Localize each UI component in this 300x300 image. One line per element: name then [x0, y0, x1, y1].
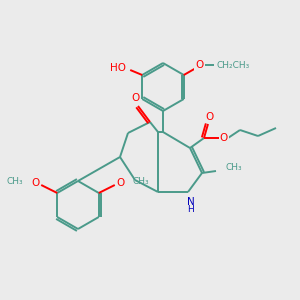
Text: O: O — [117, 178, 125, 188]
Text: N: N — [187, 197, 195, 207]
Text: HO: HO — [110, 63, 126, 73]
Text: O: O — [31, 178, 39, 188]
Text: O: O — [196, 60, 204, 70]
Text: CH₂CH₃: CH₂CH₃ — [217, 61, 250, 70]
Text: CH₃: CH₃ — [226, 163, 243, 172]
Text: H: H — [188, 206, 194, 214]
Text: CH₃: CH₃ — [133, 176, 149, 185]
Text: O: O — [205, 112, 213, 122]
Text: CH₃: CH₃ — [7, 176, 23, 185]
Text: O: O — [132, 93, 140, 103]
Text: O: O — [220, 133, 228, 143]
